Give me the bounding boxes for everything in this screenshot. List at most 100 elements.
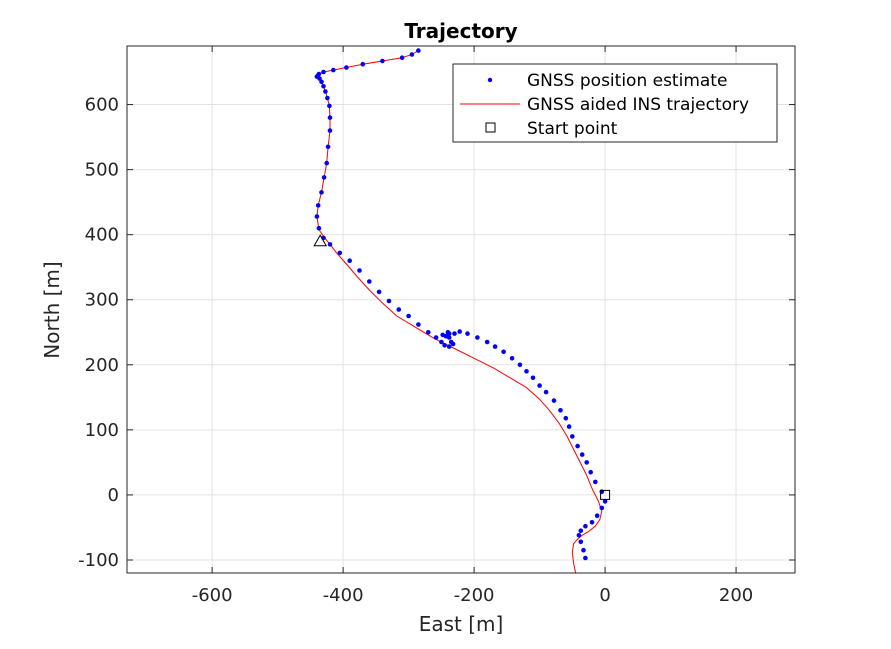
gnss-point <box>376 289 382 295</box>
gnss-point <box>321 84 326 89</box>
gnss-point <box>323 89 328 94</box>
gnss-point <box>319 190 324 195</box>
gnss-point <box>327 115 333 120</box>
gnss-point <box>386 298 392 304</box>
y-tick-label: 300 <box>85 290 119 311</box>
gnss-point <box>594 513 600 518</box>
gnss-point <box>566 424 572 429</box>
x-tick-label: -200 <box>454 585 495 606</box>
legend-ins-label: GNSS aided INS trajectory <box>527 95 749 115</box>
gnss-point <box>331 67 336 73</box>
gnss-point <box>457 329 463 334</box>
x-tick-label: -400 <box>323 585 364 606</box>
gnss-point <box>347 258 353 264</box>
gnss-point <box>416 322 421 327</box>
ticks: -600 -400 -200 0 200 -100 0 100 200 300 400 500 600 <box>78 46 795 606</box>
gnss-point <box>325 144 331 150</box>
y-axis-label: North [m] <box>40 261 64 358</box>
gnss-point <box>575 443 580 449</box>
gnss-point <box>589 520 595 525</box>
y-tick-label: 400 <box>85 225 119 246</box>
legend-box <box>452 63 778 143</box>
gnss-point <box>316 71 322 77</box>
gnss-point <box>446 344 452 349</box>
gnss-point <box>344 65 349 70</box>
gnss-point <box>584 460 589 465</box>
legend-gnss-marker <box>487 77 493 83</box>
gnss-point <box>396 307 402 312</box>
gnss-point <box>537 383 542 388</box>
gnss-point <box>445 330 451 335</box>
gnss-point <box>543 389 549 395</box>
gnss-point <box>599 505 605 511</box>
gnss-point <box>517 362 523 368</box>
gnss-point <box>327 242 333 247</box>
gnss-point <box>593 479 598 485</box>
gnss-point <box>484 339 490 345</box>
gnss-point <box>576 533 582 538</box>
gnss-point <box>578 539 584 545</box>
gnss-point <box>581 547 586 553</box>
gnss-point <box>433 335 439 340</box>
gnss-point <box>337 250 343 256</box>
gnss-point <box>357 268 362 273</box>
gnss-point <box>602 499 608 504</box>
y-tick-label: 200 <box>85 355 119 376</box>
gnss-point <box>558 408 563 413</box>
y-tick-label: 600 <box>85 95 119 116</box>
gnss-point <box>501 349 506 355</box>
gnss-point <box>509 356 515 361</box>
gnss-point <box>492 344 498 349</box>
legend-start-label: Start point <box>527 119 618 139</box>
triangle-marker <box>313 234 328 247</box>
gnss-point <box>321 69 326 75</box>
gnss-point <box>440 332 446 338</box>
gnss-point <box>465 331 470 336</box>
x-tick-label: -600 <box>192 585 233 606</box>
gnss-point <box>583 523 588 529</box>
gnss-point <box>315 203 321 208</box>
gnss-point <box>588 469 593 475</box>
gnss-point <box>406 313 411 319</box>
start-point-marker <box>600 489 611 500</box>
gnss-point <box>578 528 584 533</box>
y-tick-label: 100 <box>85 420 119 441</box>
gnss-point <box>426 330 431 335</box>
gnss-point <box>327 128 333 133</box>
gnss-point <box>570 434 575 439</box>
gnss-point <box>579 452 585 457</box>
gnss-point <box>409 52 415 57</box>
gnss-point <box>551 398 557 403</box>
gnss-point <box>530 375 536 381</box>
gnss-point <box>399 55 405 60</box>
y-tick-label: -100 <box>78 550 119 571</box>
gnss-point <box>367 279 372 284</box>
gnss-point <box>360 61 366 67</box>
x-axis-label: East [m] <box>419 612 504 636</box>
axes-box <box>126 45 796 574</box>
gnss-point <box>524 369 529 374</box>
gnss-point <box>416 48 421 53</box>
plot-data <box>313 48 611 574</box>
gnss-point <box>452 331 457 336</box>
gnss-point <box>450 341 456 347</box>
x-tick-label: 200 <box>719 585 753 606</box>
chart-title: Trajectory <box>404 19 517 43</box>
gnss-point <box>583 555 588 561</box>
gnss-point <box>314 214 320 219</box>
gnss-point <box>563 415 569 421</box>
gnss-point <box>316 225 322 231</box>
gnss-point <box>321 175 327 180</box>
gnss-point <box>439 339 444 345</box>
legend-start-marker <box>485 122 496 133</box>
gnss-point <box>475 335 480 340</box>
gnss-point <box>380 58 385 64</box>
y-tick-label: 0 <box>108 485 119 506</box>
legend: GNSS position estimate GNSS aided INS tr… <box>452 63 778 143</box>
x-tick-label: 0 <box>599 585 610 606</box>
gnss-point <box>319 79 324 85</box>
gnss-point <box>442 343 447 348</box>
y-tick-label: 500 <box>85 160 119 181</box>
